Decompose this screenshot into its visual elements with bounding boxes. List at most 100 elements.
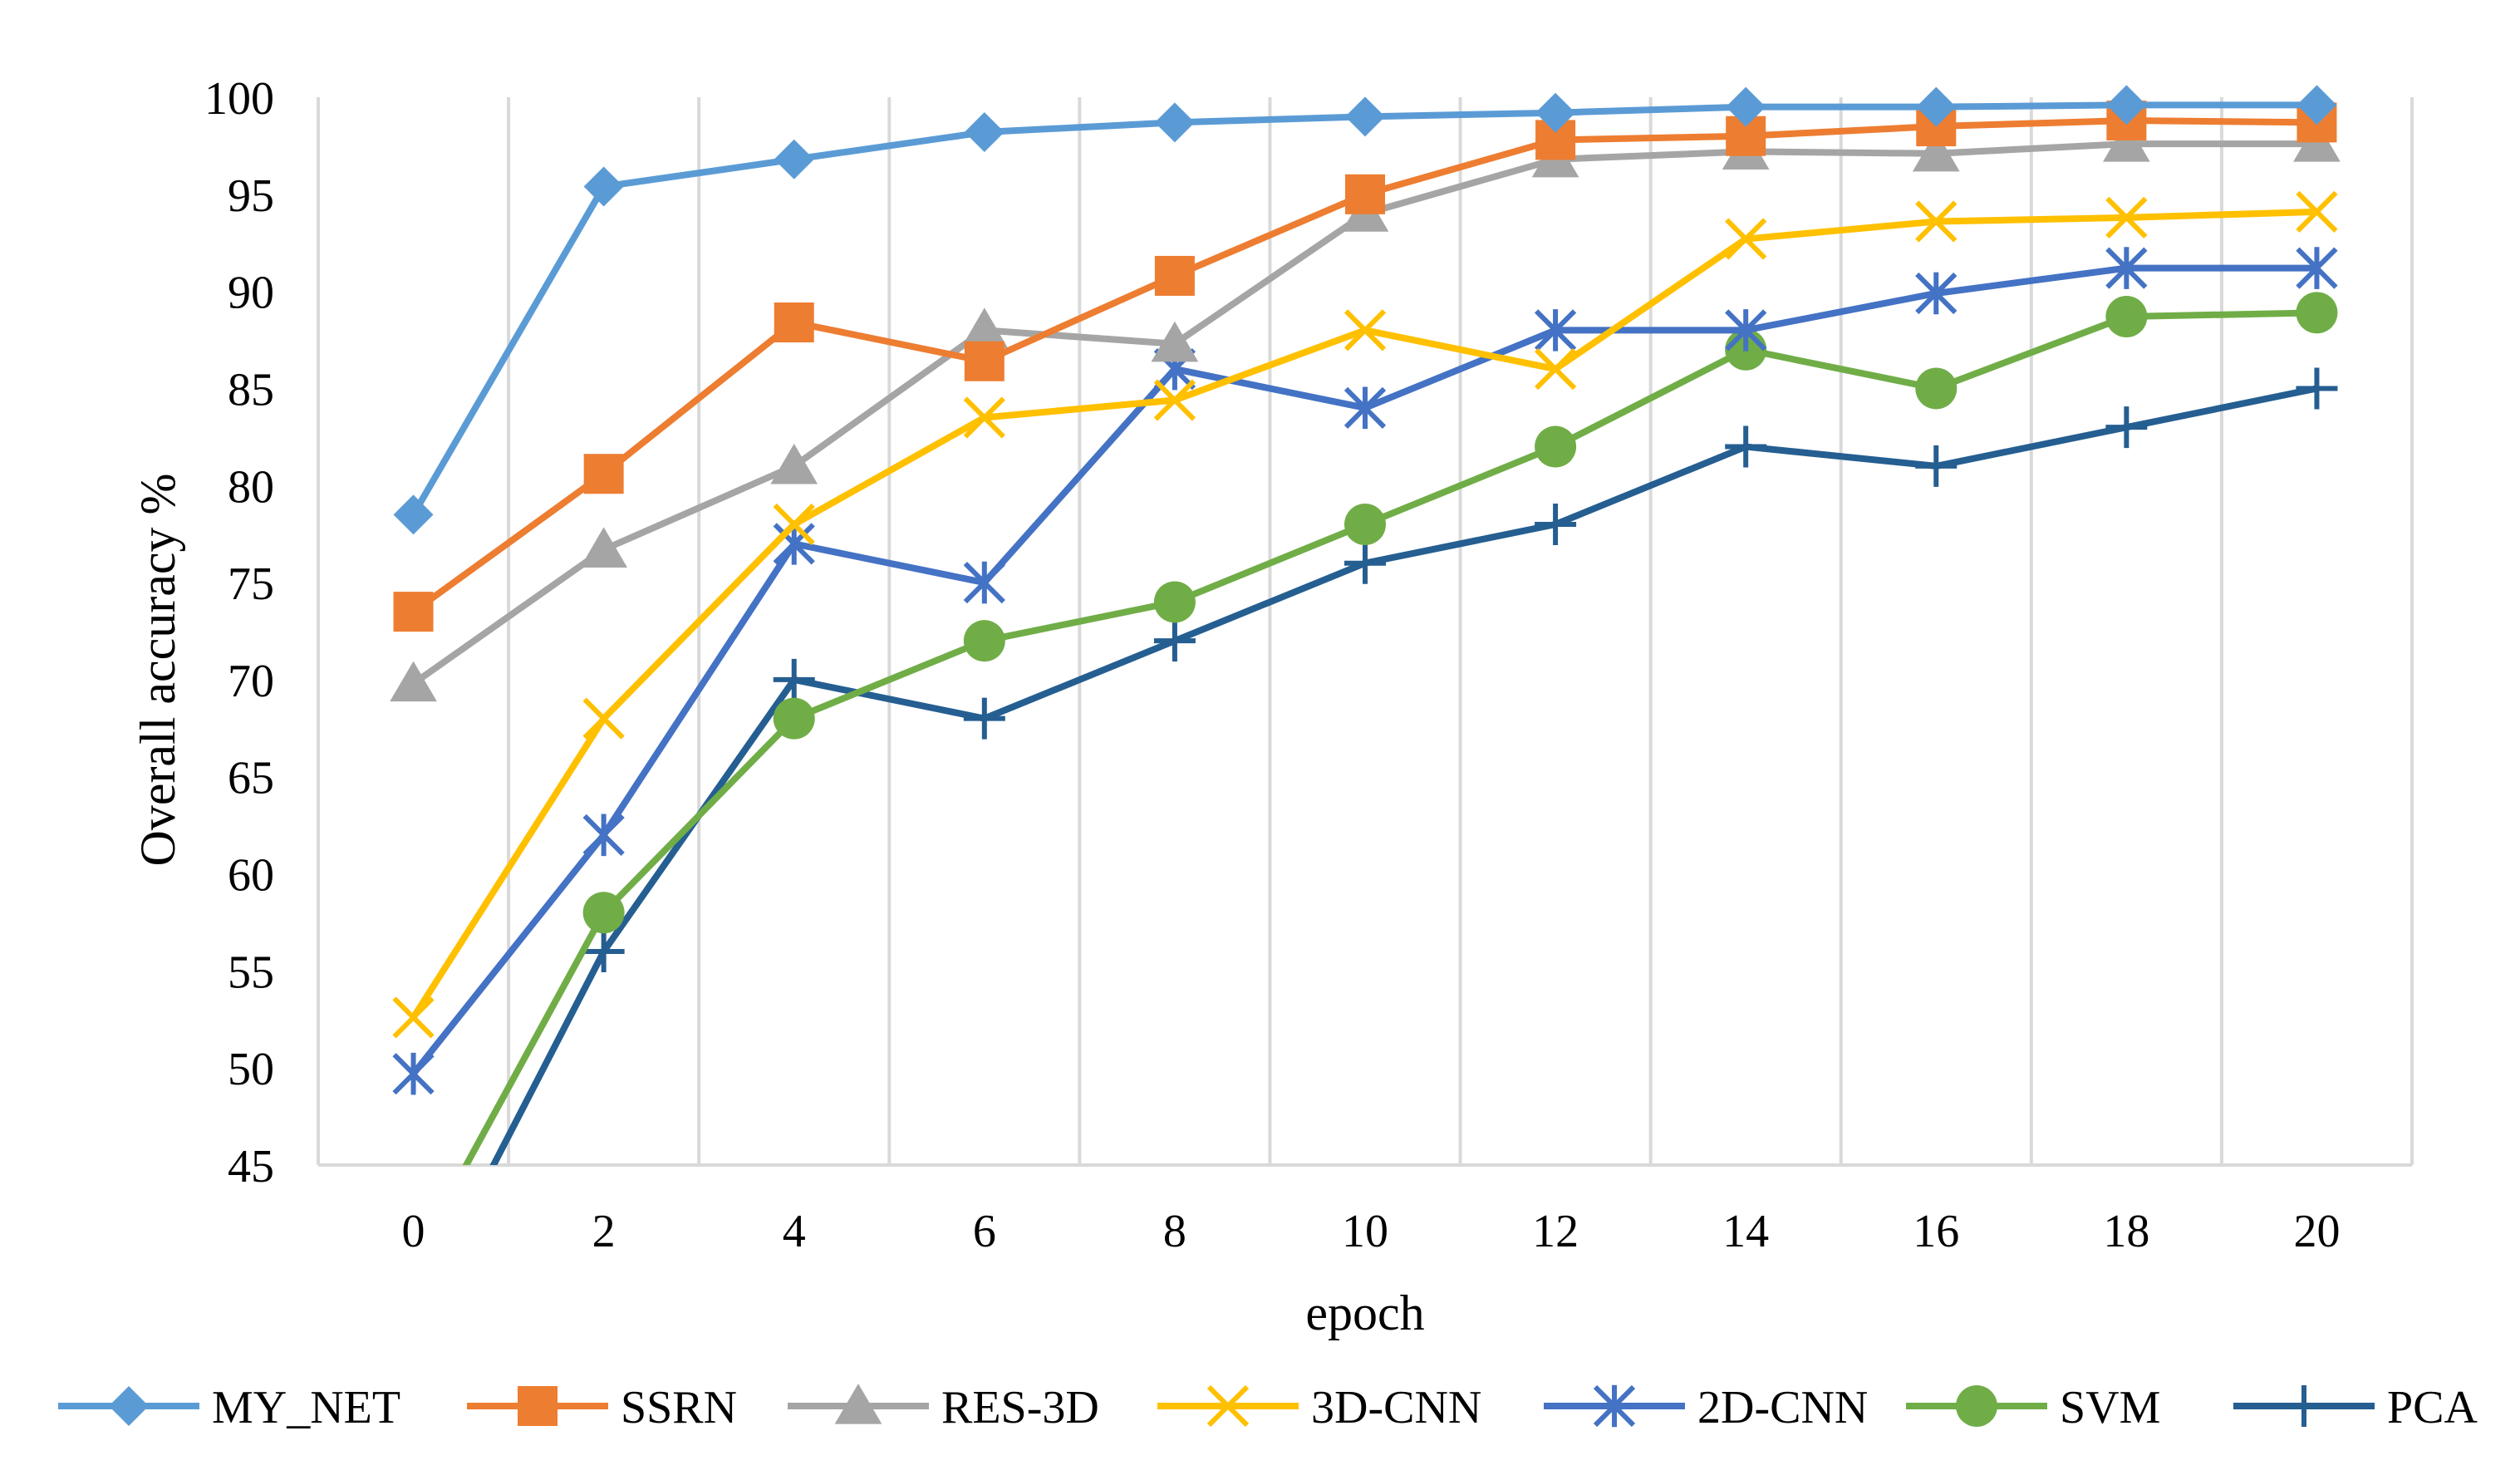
series-3d-cnn: [392, 190, 2338, 1039]
legend-item-pca: PCA: [2233, 1382, 2478, 1433]
x-tick-label: 12: [1532, 1206, 1579, 1257]
data-point-pca: [393, 1300, 435, 1341]
legend-label: RES-3D: [941, 1382, 1099, 1433]
legend-item-res-3d: RES-3D: [788, 1382, 1099, 1433]
data-point-my-net: [964, 112, 1005, 153]
data-point-my-net: [1535, 92, 1576, 133]
data-point-svm: [1153, 581, 1196, 623]
data-point-3d-cnn: [1344, 309, 1387, 352]
y-tick-label: 75: [228, 558, 274, 610]
data-point-ssrn: [1154, 255, 1195, 296]
data-point-pca: [963, 697, 1005, 740]
data-point-pca: [773, 658, 815, 701]
data-point-pca: [1153, 620, 1196, 662]
x-tick-label: 16: [1913, 1206, 1959, 1257]
axes: [317, 97, 2414, 1167]
x-tick-label: 20: [2293, 1206, 2340, 1257]
legend-label: 2D-CNN: [1697, 1382, 1868, 1433]
legend-label: SSRN: [621, 1382, 737, 1433]
series-group: [390, 85, 2341, 1341]
x-tick-label: 6: [973, 1206, 996, 1257]
series-pca: [393, 367, 2338, 1341]
data-point-3d-cnn: [1534, 347, 1577, 391]
data-point-my-net: [774, 139, 814, 179]
data-point-my-net: [393, 494, 434, 535]
x-tick-label: 10: [1342, 1206, 1388, 1257]
x-tick-label: 0: [402, 1206, 425, 1257]
data-point-pca: [1535, 504, 1577, 545]
data-point-res-3d: [580, 527, 627, 568]
series-my-net: [393, 85, 2337, 535]
data-point-3d-cnn: [963, 396, 1005, 439]
data-point-ssrn: [774, 302, 814, 343]
data-point-pca: [1915, 445, 1958, 487]
data-point-svm: [1915, 367, 1958, 410]
data-point-svm: [773, 697, 815, 740]
data-point-2d-cnn: [1915, 272, 1958, 315]
data-point-3d-cnn: [1915, 200, 1958, 243]
data-point-svm: [1344, 504, 1386, 545]
legend-marker: [834, 1384, 882, 1424]
legend-marker: [1206, 1384, 1250, 1428]
legend-label: MY_NET: [212, 1382, 400, 1433]
data-point-res-3d: [1912, 130, 1960, 172]
data-point-res-3d: [960, 307, 1009, 348]
data-point-my-net: [1154, 102, 1195, 143]
data-point-svm: [582, 892, 625, 934]
data-point-2d-cnn: [773, 523, 815, 565]
data-point-3d-cnn: [2296, 190, 2338, 233]
data-point-3d-cnn: [773, 503, 815, 546]
x-tick-label: 18: [2103, 1206, 2149, 1257]
data-point-2d-cnn: [2105, 247, 2148, 289]
legend-label: 3D-CNN: [1311, 1382, 1481, 1433]
data-point-my-net: [1345, 96, 1385, 137]
data-point-2d-cnn: [1725, 309, 1767, 352]
data-point-ssrn: [393, 592, 434, 632]
data-point-pca: [1344, 542, 1386, 584]
data-point-3d-cnn: [582, 697, 625, 740]
legend-item-my-net: MY_NET: [58, 1382, 400, 1433]
x-tick-label: 14: [1722, 1206, 1769, 1257]
data-point-pca: [582, 931, 625, 972]
legend-marker: [109, 1386, 149, 1426]
y-tick-label: 50: [228, 1044, 274, 1095]
x-tick-label: 4: [783, 1206, 806, 1257]
data-point-svm: [963, 620, 1005, 662]
grid-lines: [507, 97, 2223, 1165]
data-point-my-net: [583, 166, 624, 207]
legend-label: SVM: [2060, 1382, 2160, 1433]
data-point-2d-cnn: [582, 814, 625, 857]
y-tick-label: 85: [228, 364, 274, 415]
y-tick-label: 45: [228, 1141, 274, 1192]
data-point-2d-cnn: [963, 561, 1005, 604]
data-point-3d-cnn: [1725, 218, 1767, 260]
y-tick-label: 55: [228, 946, 274, 998]
data-point-ssrn: [1345, 174, 1385, 214]
legend-item-3d-cnn: 3D-CNN: [1157, 1382, 1481, 1433]
x-tick-label: 8: [1163, 1206, 1186, 1257]
data-point-res-3d: [390, 661, 437, 702]
data-point-my-net: [2106, 85, 2147, 125]
y-tick-label: 95: [228, 170, 274, 222]
data-point-svm: [1535, 425, 1577, 468]
y-tick-label: 90: [228, 268, 274, 319]
data-point-my-net: [1916, 86, 1957, 127]
data-point-pca: [2296, 367, 2338, 410]
y-tick-label: 100: [204, 73, 274, 125]
y-axis-title: Overall accuracy %: [130, 473, 185, 866]
legend-label: PCA: [2387, 1382, 2478, 1433]
legend-marker: [2283, 1385, 2325, 1427]
data-point-3d-cnn: [2105, 196, 2148, 238]
x-axis-title: epoch: [1305, 1286, 1424, 1340]
data-point-ssrn: [964, 341, 1005, 381]
data-point-ssrn: [583, 454, 624, 494]
data-point-my-net: [1726, 86, 1766, 127]
x-tick-label: 2: [592, 1206, 616, 1257]
legend: MY_NET SSRN RES-3D 3D-CNN 2D-CNN SVM PCA: [58, 1382, 2478, 1433]
y-tick-label: 65: [228, 753, 274, 804]
data-point-res-3d: [2103, 121, 2150, 162]
series-2d-cnn: [392, 247, 2338, 1095]
data-point-2d-cnn: [1344, 386, 1387, 430]
legend-marker: [518, 1386, 558, 1426]
